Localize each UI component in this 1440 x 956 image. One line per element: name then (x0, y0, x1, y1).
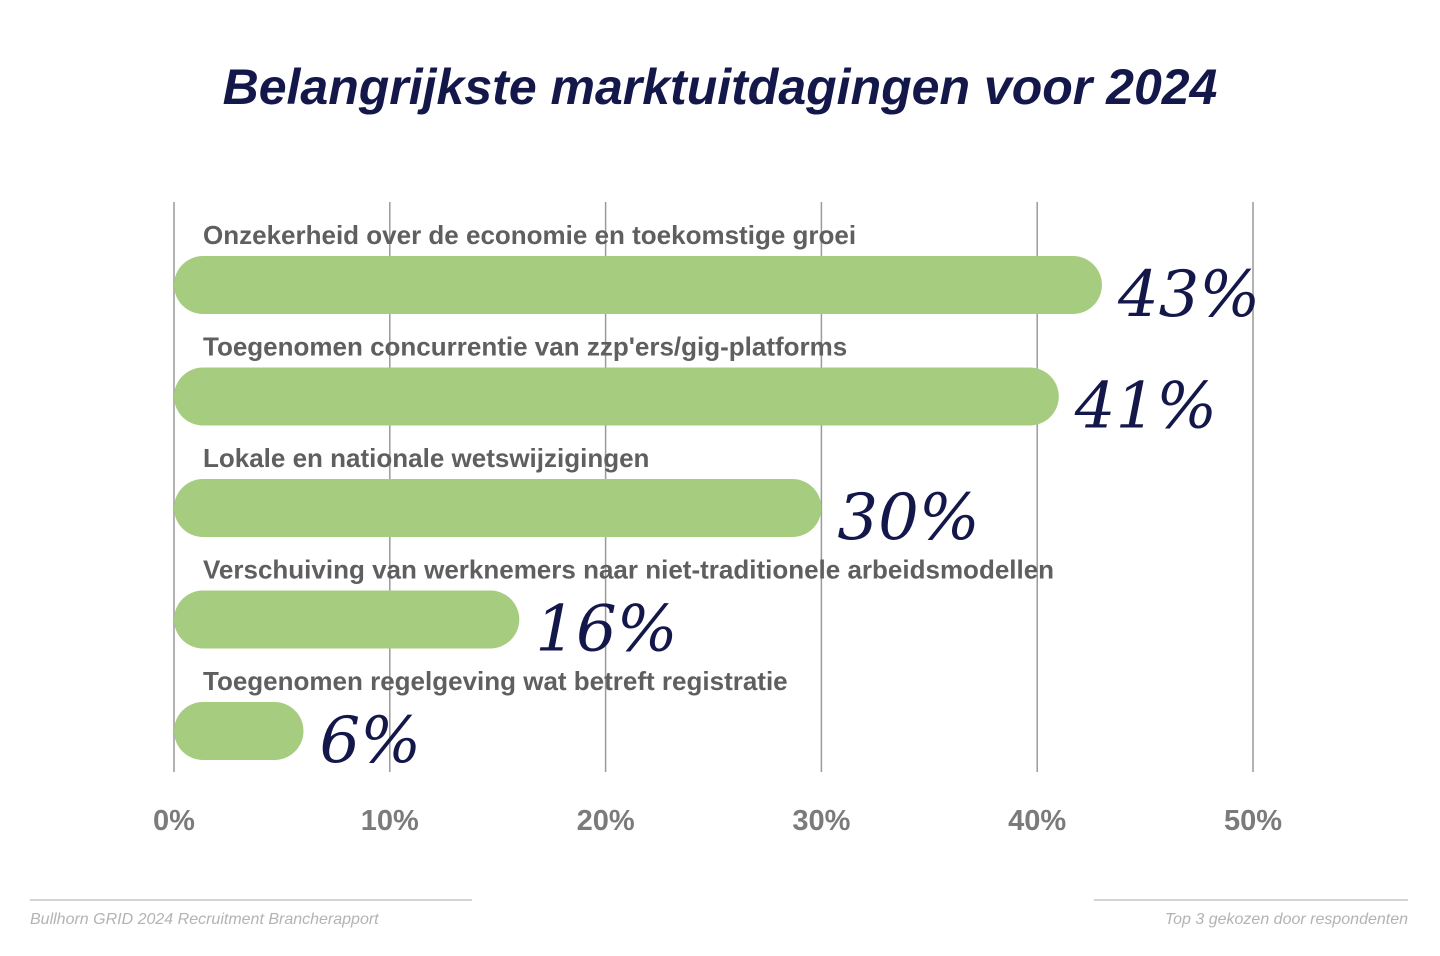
chart-title: Belangrijkste marktuitdagingen voor 2024 (222, 59, 1218, 115)
category-label: Onzekerheid over de economie en toekomst… (203, 220, 856, 250)
x-tick-label: 50% (1224, 805, 1282, 837)
bar-row: Lokale en nationale wetswijzigingen 30% (174, 443, 980, 555)
x-tick-label: 40% (1008, 805, 1066, 837)
value-label: 6% (319, 704, 421, 778)
value-label: 43% (1117, 258, 1260, 332)
bar (174, 367, 1059, 426)
footer-rule-left (30, 899, 472, 901)
bar-row: Onzekerheid over de economie en toekomst… (174, 220, 1260, 332)
category-label: Verschuiving van werknemers naar niet-tr… (203, 555, 1054, 585)
bars: Onzekerheid over de economie en toekomst… (174, 220, 1260, 778)
value-label: 30% (837, 481, 979, 555)
bar-row: Toegenomen concurrentie van zzp'ers/gig-… (174, 332, 1217, 444)
footnote: Top 3 gekozen door respondenten (1164, 911, 1408, 928)
x-tick-label: 20% (577, 805, 635, 837)
source-note: Bullhorn GRID 2024 Recruitment Branchera… (30, 911, 379, 928)
category-label: Toegenomen regelgeving wat betreft regis… (203, 666, 788, 696)
bar-row: Toegenomen regelgeving wat betreft regis… (174, 666, 788, 778)
bar-row: Verschuiving van werknemers naar niet-tr… (174, 555, 1054, 667)
bar (174, 256, 1102, 314)
bar (174, 479, 822, 537)
bar (174, 590, 520, 649)
x-tick-label: 10% (361, 805, 419, 837)
bar (174, 702, 304, 760)
x-tick-label: 30% (792, 805, 850, 837)
x-tick-label: 0% (153, 805, 195, 837)
category-label: Lokale en nationale wetswijzigingen (203, 443, 649, 473)
value-label: 41% (1074, 370, 1217, 444)
footer-rule-right (1094, 899, 1408, 901)
value-label: 16% (535, 593, 677, 667)
category-label: Toegenomen concurrentie van zzp'ers/gig-… (203, 332, 847, 362)
x-axis-ticks: 0% 10% 20% 30% 40% 50% (153, 805, 1282, 837)
